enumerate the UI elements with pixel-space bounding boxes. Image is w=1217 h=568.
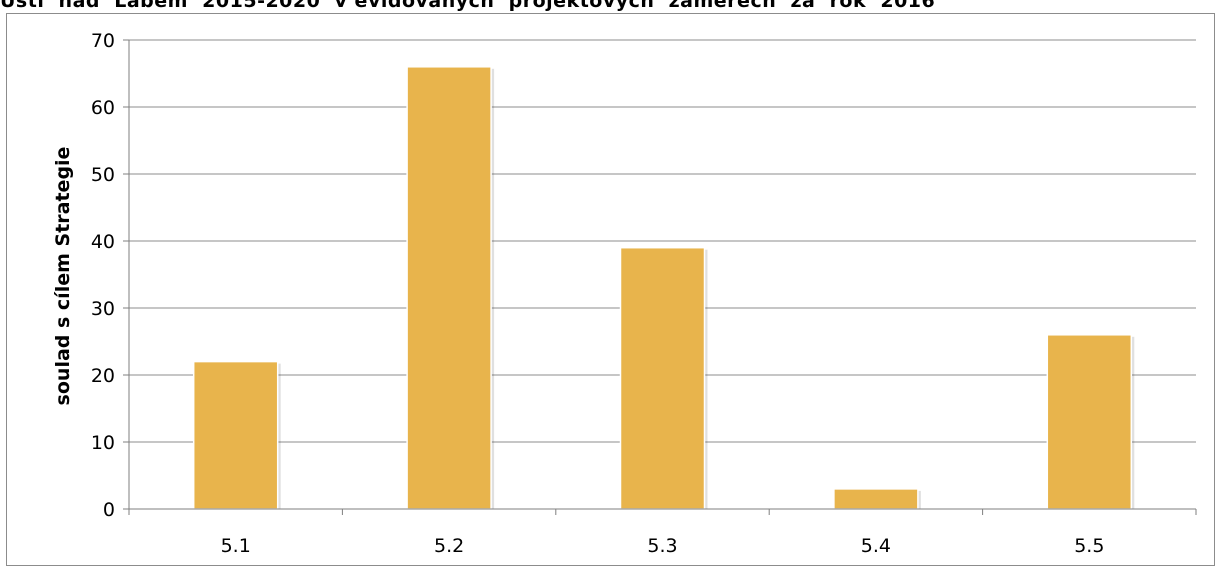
chart-frame xyxy=(6,13,1215,566)
y-tick-label: 0 xyxy=(103,499,115,521)
x-tick-label: 5.2 xyxy=(434,535,464,557)
bar xyxy=(1046,334,1133,510)
y-tick-label: 70 xyxy=(91,30,115,52)
bar xyxy=(192,360,279,510)
y-tick-label: 10 xyxy=(91,432,115,454)
bar xyxy=(833,488,919,510)
y-tick-label: 60 xyxy=(91,97,115,119)
bar xyxy=(619,246,706,510)
y-tick-label: 50 xyxy=(91,164,115,186)
x-tick-label: 5.5 xyxy=(1074,535,1104,557)
y-tick-label: 20 xyxy=(91,365,115,387)
y-axis-title: soulad s cílem Strategie xyxy=(52,147,74,406)
page-title: Ústí nad Labem 2015-2020 v evidovaných p… xyxy=(0,0,936,12)
axes xyxy=(123,39,1197,515)
y-tick-label: 30 xyxy=(91,298,115,320)
tick-labels: 0 10 20 30 40 50 60 70 5.1 5.2 5.3 5.4 5.5 xyxy=(91,30,1105,557)
y-tick-label: 40 xyxy=(91,231,115,253)
x-tick-label: 5.3 xyxy=(647,535,677,557)
bars xyxy=(192,66,1135,510)
bar xyxy=(406,66,492,510)
x-tick-label: 5.1 xyxy=(221,535,251,557)
x-tick-label: 5.4 xyxy=(861,535,891,557)
